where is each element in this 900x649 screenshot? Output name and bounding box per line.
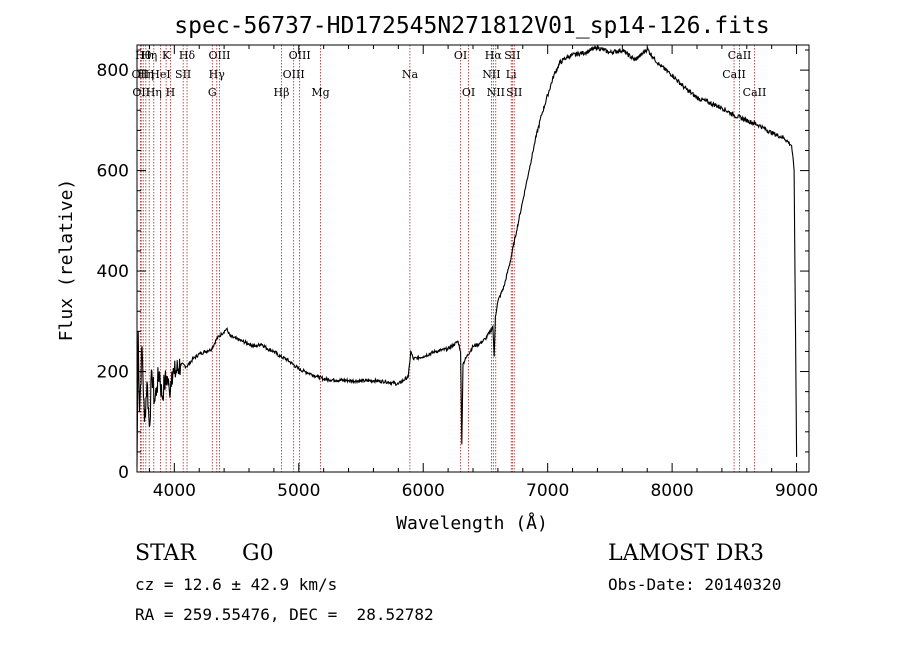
line-label-3: Hη bbox=[138, 68, 154, 81]
line-label-14: Hβ bbox=[274, 86, 290, 99]
plot-frame bbox=[136, 44, 810, 473]
line-label-27: CaII bbox=[722, 68, 746, 81]
line-label-4: Hη bbox=[141, 49, 157, 62]
y-axis-label: Flux (relative) bbox=[56, 179, 77, 342]
line-label-7: K bbox=[162, 49, 171, 62]
y-tick-label-200: 200 bbox=[97, 363, 129, 383]
spectral-line-markers bbox=[139, 45, 755, 472]
line-label-6: HeI bbox=[150, 68, 170, 81]
line-label-19: OI bbox=[454, 49, 467, 62]
line-label-10: Hδ bbox=[179, 49, 196, 62]
line-label-18: Na bbox=[402, 68, 419, 81]
x-axis-label: Wavelength (Å) bbox=[396, 512, 548, 534]
velocity-readout: cz = 12.6 ± 42.9 km/s bbox=[135, 575, 337, 594]
spectral-line-labels: OIIOIIHθHηHηHηHeIKHSIIHδGHγOIIIHβOIIIOII… bbox=[132, 49, 767, 99]
line-label-29: CaII bbox=[743, 86, 767, 99]
line-label-5: Hη bbox=[146, 86, 162, 99]
line-label-25: SII bbox=[504, 49, 520, 62]
line-label-11: G bbox=[208, 86, 217, 99]
y-tick-label-400: 400 bbox=[97, 262, 129, 282]
x-tick-label-7000: 7000 bbox=[526, 481, 569, 501]
line-label-23: NII bbox=[487, 86, 505, 99]
line-label-28: CaII bbox=[728, 49, 752, 62]
line-label-0: OII bbox=[132, 68, 150, 81]
object-subclass: G0 bbox=[242, 541, 274, 566]
line-label-17: Mg bbox=[311, 86, 329, 99]
x-tick-label-5000: 5000 bbox=[277, 481, 320, 501]
obs-date: Obs-Date: 20140320 bbox=[608, 575, 781, 594]
y-tick-label-0: 0 bbox=[118, 463, 129, 483]
coordinates: RA = 259.55476, DEC = 28.52782 bbox=[135, 605, 434, 624]
line-label-8: H bbox=[166, 86, 176, 99]
line-label-22: Hα bbox=[485, 49, 503, 62]
x-tick-label-4000: 4000 bbox=[153, 481, 196, 501]
line-label-21: NII bbox=[482, 68, 500, 81]
x-tick-label-8000: 8000 bbox=[650, 481, 693, 501]
line-label-9: SII bbox=[175, 68, 191, 81]
x-tick-label-6000: 6000 bbox=[402, 481, 445, 501]
y-axis: 0 200 400 600 800 bbox=[97, 49, 809, 483]
line-label-16: OIII bbox=[289, 49, 311, 62]
line-label-26: SII bbox=[506, 86, 522, 99]
line-label-20: OI bbox=[462, 86, 475, 99]
survey-name: LAMOST DR3 bbox=[608, 541, 764, 566]
x-axis: 4000 5000 6000 7000 8000 9000 bbox=[148, 45, 818, 501]
object-class: STAR bbox=[135, 541, 197, 566]
line-label-15: OIII bbox=[283, 68, 305, 81]
line-label-24: Li bbox=[506, 68, 517, 81]
chart-title: spec-56737-HD172545N271812V01_sp14-126.f… bbox=[174, 13, 769, 39]
line-label-13: OIII bbox=[208, 49, 230, 62]
line-label-2: Hθ bbox=[135, 49, 152, 62]
x-tick-label-9000: 9000 bbox=[775, 481, 818, 501]
y-tick-label-600: 600 bbox=[97, 162, 129, 182]
line-label-12: Hγ bbox=[209, 68, 226, 81]
spectrum-line bbox=[136, 44, 798, 468]
y-tick-label-800: 800 bbox=[97, 61, 129, 81]
